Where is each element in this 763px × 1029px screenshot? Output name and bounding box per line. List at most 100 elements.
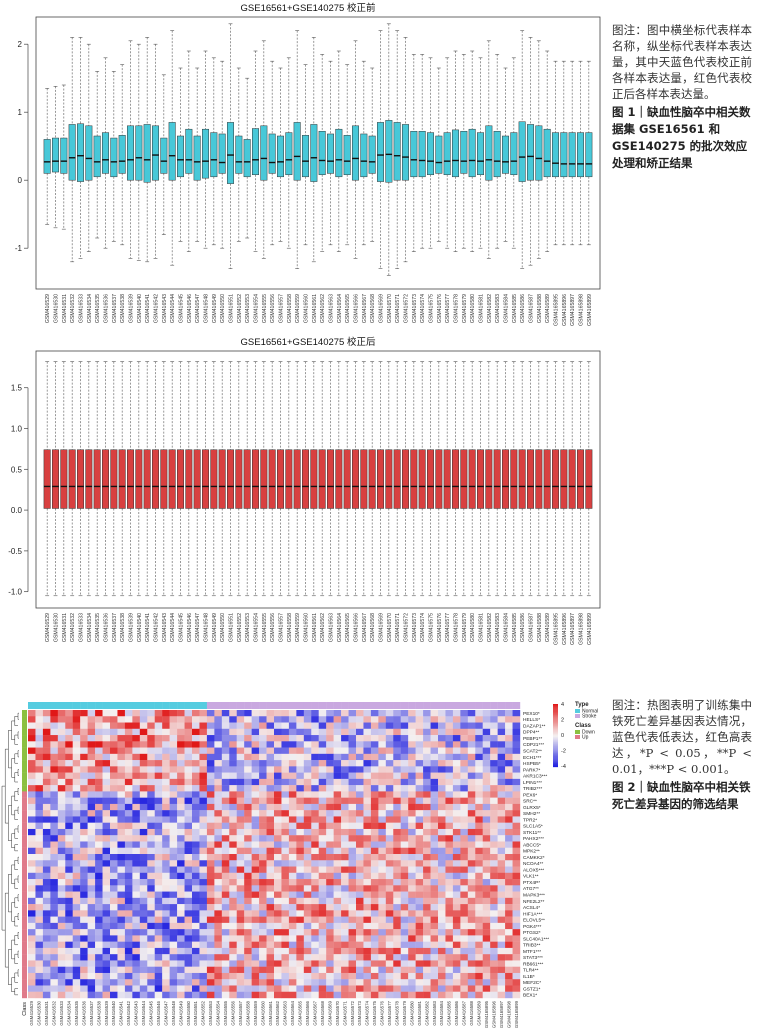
- heatmap-cell: [57, 910, 66, 917]
- heatmap-cell: [408, 766, 416, 773]
- box: [577, 60, 584, 246]
- heatmap-cell: [169, 991, 178, 999]
- heatmap-cell: [124, 710, 133, 717]
- heatmap-cell: [378, 966, 387, 974]
- heatmap-cell: [445, 722, 454, 729]
- type-annotation: [356, 702, 364, 709]
- heatmap-cell: [274, 772, 282, 780]
- heatmap-cell: [192, 954, 200, 961]
- heatmap-cell: [110, 960, 118, 967]
- heatmap-cell: [303, 860, 312, 867]
- x-tick-label: GSM416529: [45, 294, 51, 323]
- box: [77, 361, 84, 597]
- heatmap-cell: [28, 991, 36, 999]
- box-iqr: [427, 132, 434, 176]
- heatmap-cell: [475, 841, 483, 848]
- heatmap-cell: [370, 960, 379, 967]
- heatmap-sample-label: GSM416561: [268, 1000, 273, 1025]
- heatmap-cell: [95, 866, 103, 873]
- x-tick-label: GSM416540: [137, 613, 143, 642]
- heatmap-cell: [50, 760, 59, 767]
- heatmap-sample-label: GSM416580: [409, 1000, 414, 1025]
- heatmap-cell: [259, 741, 267, 748]
- heatmap-cell: [57, 904, 66, 911]
- heatmap-cell: [415, 797, 424, 805]
- heatmap-cell: [378, 960, 387, 967]
- heatmap-cell: [35, 747, 44, 755]
- color-scale-segment: [553, 738, 558, 740]
- heatmap-cell: [87, 778, 96, 786]
- heatmap-cell: [326, 753, 334, 761]
- type-annotation: [95, 702, 103, 709]
- heatmap-cell: [505, 972, 513, 980]
- box-iqr: [160, 137, 168, 174]
- heatmap-cell: [259, 810, 267, 817]
- heatmap-cell: [28, 816, 36, 823]
- heatmap-cell: [333, 841, 342, 848]
- heatmap-cell: [147, 816, 155, 823]
- heatmap-cell: [423, 972, 431, 980]
- heatmap-cell: [341, 835, 349, 842]
- heatmap-cell: [50, 716, 59, 723]
- x-tick-label: GSM416577: [445, 613, 451, 642]
- legend-class-title: Class: [575, 723, 592, 729]
- x-tick-label: GSM416554: [254, 294, 260, 323]
- box-iqr: [127, 125, 134, 181]
- class-annotation: [22, 753, 27, 761]
- heatmap-cell: [236, 991, 245, 999]
- heatmap-cell: [512, 778, 521, 786]
- x-tick-label: GSM416586: [520, 294, 526, 323]
- color-scale-segment: [553, 714, 558, 716]
- heatmap-cell: [50, 985, 59, 992]
- heatmap-cell: [139, 747, 148, 755]
- class-annotation: [22, 716, 27, 723]
- figure2-caption-title: 图 2｜缺血性脑卒中相关铁死亡差异基因的筛选结果: [612, 779, 752, 813]
- heatmap-cell: [42, 947, 51, 955]
- heatmap-cell: [35, 910, 44, 917]
- heatmap-cell: [370, 797, 379, 805]
- heatmap-cell: [35, 991, 44, 999]
- heatmap-cell: [57, 722, 66, 729]
- heatmap-cell: [281, 735, 290, 742]
- heatmap-cell: [65, 966, 73, 974]
- heatmap-cell: [147, 966, 155, 974]
- heatmap-cell: [177, 941, 185, 949]
- heatmap-cell: [95, 810, 103, 817]
- heatmap-cell: [28, 710, 36, 717]
- heatmap-cell: [229, 972, 237, 980]
- heatmap-cell: [475, 885, 483, 892]
- heatmap-cell: [42, 753, 51, 761]
- heatmap-cell: [192, 872, 200, 880]
- heatmap-cell: [110, 753, 118, 761]
- heatmap-sample-label: GSM416571: [342, 1000, 347, 1025]
- box-iqr: [260, 125, 268, 181]
- heatmap-cell: [490, 772, 498, 780]
- dendrogram-branch: [4, 748, 9, 824]
- heatmap-cell: [102, 841, 111, 848]
- box-iqr: [485, 449, 493, 509]
- heatmap-cell: [80, 897, 88, 905]
- heatmap-cell: [452, 828, 461, 836]
- heatmap-cell: [452, 847, 461, 855]
- x-tick-label: GSM416563: [329, 294, 335, 323]
- heatmap-cell: [385, 897, 394, 905]
- heatmap-cell: [341, 828, 349, 836]
- box: [327, 60, 334, 246]
- x-tick-label: GSM416537: [112, 294, 118, 323]
- heatmap-cell: [274, 979, 282, 986]
- heatmap-cell: [490, 991, 498, 999]
- heatmap-cell: [363, 753, 372, 761]
- heatmap-cell: [326, 710, 334, 717]
- heatmap-cell: [296, 785, 305, 792]
- heatmap-cell: [288, 753, 297, 761]
- heatmap-cell: [35, 885, 44, 892]
- heatmap-cell: [80, 722, 88, 729]
- x-tick-label: GSM416550: [220, 613, 226, 642]
- heatmap-cell: [102, 879, 111, 886]
- heatmap-cell: [221, 910, 230, 917]
- x-tick-label: GSM416533: [79, 294, 85, 323]
- heatmap-cell: [274, 860, 282, 867]
- heatmap-cell: [35, 816, 44, 823]
- heatmap-cell: [87, 904, 96, 911]
- heatmap-cell: [214, 866, 223, 873]
